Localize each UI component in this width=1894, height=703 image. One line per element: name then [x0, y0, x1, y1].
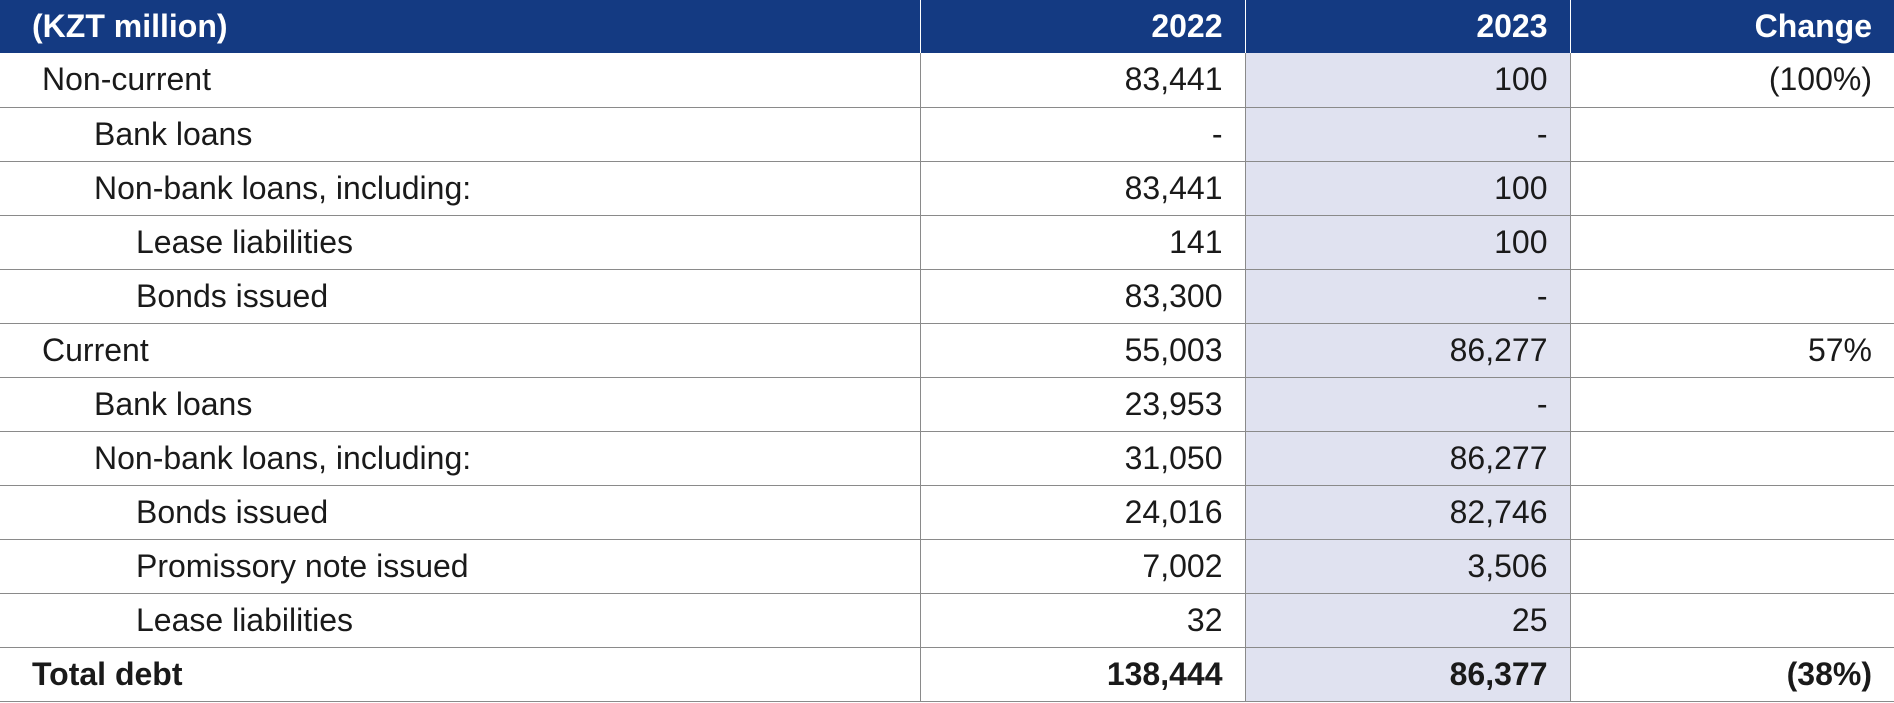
cell-2023: 86,277 — [1244, 431, 1570, 486]
cell-2022: 83,441 — [919, 161, 1245, 216]
cell-2022: 7,002 — [919, 539, 1245, 594]
cell-2023: 100 — [1244, 215, 1570, 270]
row-label: Lease liabilities — [0, 593, 920, 648]
table-header: (KZT million) 2022 2023 Change — [0, 0, 1894, 53]
row-label: Lease liabilities — [0, 215, 920, 270]
table-body: Non-current 83,441 100 (100%) Bank loans… — [0, 53, 1894, 702]
cell-2023: - — [1244, 107, 1570, 162]
row-label: Bonds issued — [0, 485, 920, 540]
cell-2023: - — [1244, 377, 1570, 432]
row-label: Bank loans — [0, 107, 920, 162]
cell-2022: 141 — [919, 215, 1245, 270]
cell-2022: 32 — [919, 593, 1245, 648]
cell-2022: 24,016 — [919, 485, 1245, 540]
row-label: Non-bank loans, including: — [0, 431, 920, 486]
header-2023: 2023 — [1244, 0, 1570, 53]
total-change: (38%) — [1569, 647, 1894, 702]
cell-change — [1569, 377, 1894, 432]
cell-change — [1569, 539, 1894, 594]
header-2022: 2022 — [919, 0, 1245, 53]
cell-change: 57% — [1569, 323, 1894, 378]
table-row: Non-bank loans, including: 31,050 86,277 — [0, 431, 1894, 486]
cell-2023: - — [1244, 269, 1570, 324]
row-label: Bonds issued — [0, 269, 920, 324]
cell-2023: 3,506 — [1244, 539, 1570, 594]
cell-2023: 82,746 — [1244, 485, 1570, 540]
cell-change — [1569, 593, 1894, 648]
header-change: Change — [1569, 0, 1894, 53]
cell-2022: 83,441 — [919, 53, 1245, 108]
header-row: (KZT million) 2022 2023 Change — [0, 0, 1894, 53]
row-label: Non-current — [0, 53, 920, 108]
row-label: Promissory note issued — [0, 539, 920, 594]
cell-2022: - — [919, 107, 1245, 162]
total-2022: 138,444 — [919, 647, 1245, 702]
table-row: Non-current 83,441 100 (100%) — [0, 53, 1894, 108]
cell-2023: 25 — [1244, 593, 1570, 648]
cell-change — [1569, 161, 1894, 216]
cell-2022: 55,003 — [919, 323, 1245, 378]
cell-change — [1569, 431, 1894, 486]
cell-2023: 100 — [1244, 53, 1570, 108]
table-row: Lease liabilities 32 25 — [0, 593, 1894, 648]
table-row: Bonds issued 83,300 - — [0, 269, 1894, 324]
row-label: Non-bank loans, including: — [0, 161, 920, 216]
cell-change — [1569, 485, 1894, 540]
table-row: Bank loans - - — [0, 107, 1894, 162]
cell-2022: 83,300 — [919, 269, 1245, 324]
table-row: Bonds issued 24,016 82,746 — [0, 485, 1894, 540]
cell-change — [1569, 107, 1894, 162]
cell-2023: 86,277 — [1244, 323, 1570, 378]
cell-2023: 100 — [1244, 161, 1570, 216]
table-row: Promissory note issued 7,002 3,506 — [0, 539, 1894, 594]
header-unit-label: (KZT million) — [0, 0, 920, 53]
cell-change: (100%) — [1569, 53, 1894, 108]
row-label: Current — [0, 323, 920, 378]
cell-2022: 23,953 — [919, 377, 1245, 432]
total-2023: 86,377 — [1244, 647, 1570, 702]
table-row: Non-bank loans, including: 83,441 100 — [0, 161, 1894, 216]
cell-change — [1569, 269, 1894, 324]
table-row: Bank loans 23,953 - — [0, 377, 1894, 432]
table-row: Lease liabilities 141 100 — [0, 215, 1894, 270]
total-label: Total debt — [0, 647, 920, 702]
total-row: Total debt 138,444 86,377 (38%) — [0, 647, 1894, 702]
cell-2022: 31,050 — [919, 431, 1245, 486]
row-label: Bank loans — [0, 377, 920, 432]
cell-change — [1569, 215, 1894, 270]
table-row: Current 55,003 86,277 57% — [0, 323, 1894, 378]
